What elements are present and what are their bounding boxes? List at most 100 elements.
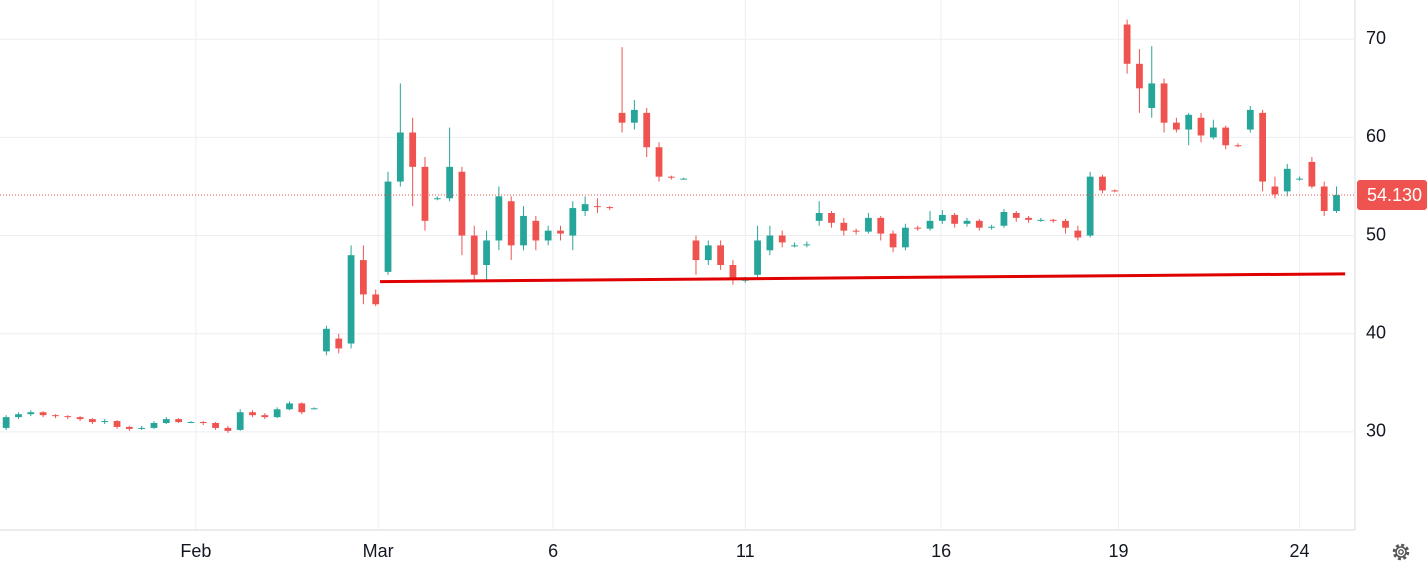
candle-body	[101, 421, 109, 423]
y-tick-label: 30	[1366, 421, 1386, 441]
x-tick-label: 19	[1108, 541, 1128, 561]
candle-body	[1074, 230, 1082, 238]
candle-body	[692, 240, 700, 261]
candle-body	[421, 166, 429, 221]
candle-body	[458, 171, 466, 236]
candle-body	[766, 235, 774, 251]
candle-body	[446, 166, 454, 199]
candle-body	[655, 147, 663, 177]
candle-body	[507, 201, 515, 246]
candle-body	[1111, 190, 1119, 192]
last-price-label: 54.130	[1367, 185, 1422, 205]
candle-body	[865, 217, 872, 232]
candle-body	[1296, 178, 1303, 180]
candle-body	[1234, 145, 1242, 147]
candle-body	[359, 260, 367, 295]
candle-body	[520, 215, 527, 246]
candle-body	[236, 412, 244, 430]
candle-body	[1246, 109, 1254, 130]
candle-body	[286, 403, 293, 410]
candle-body	[963, 220, 971, 224]
candle-body	[840, 222, 848, 231]
candle-body	[1172, 122, 1180, 130]
candle-body	[187, 422, 195, 424]
x-tick-label: Feb	[180, 541, 211, 561]
candle-body	[988, 226, 996, 228]
candle-body	[1333, 195, 1340, 212]
candle-body	[162, 419, 170, 424]
candle-body	[1037, 219, 1045, 221]
candle-body	[88, 419, 96, 423]
candle-body	[1185, 114, 1193, 130]
x-tick-label: Mar	[363, 541, 394, 561]
y-tick-label: 40	[1366, 322, 1386, 342]
candle-body	[532, 220, 540, 241]
y-tick-label: 60	[1366, 126, 1386, 146]
candle-body	[433, 198, 441, 200]
settings-icon[interactable]	[1392, 543, 1410, 561]
candle-body	[667, 176, 675, 178]
candle-body	[175, 419, 183, 423]
candle-body	[1000, 212, 1008, 226]
candle-body	[1283, 168, 1291, 192]
candle-body	[1049, 219, 1057, 221]
candle-body	[975, 220, 983, 228]
candle-body	[778, 235, 786, 243]
candle-body	[483, 240, 490, 265]
candle-body	[2, 417, 10, 428]
x-tick-label: 24	[1290, 541, 1310, 561]
candle-body	[569, 208, 577, 236]
candle-body	[347, 255, 355, 344]
candle-body	[310, 408, 318, 410]
candle-body	[544, 230, 552, 241]
trendline	[380, 272, 1346, 284]
candle-body	[470, 235, 478, 275]
candle-body	[914, 227, 922, 229]
candle-body	[815, 212, 823, 221]
candle-body	[52, 415, 59, 417]
candle-body	[643, 112, 651, 148]
candle-body	[384, 181, 392, 272]
candle-body	[1209, 127, 1217, 138]
candle-body	[335, 338, 343, 349]
candle-body	[741, 279, 749, 281]
candle-body	[581, 204, 589, 212]
candle-body	[557, 230, 564, 234]
candle-body	[1012, 212, 1020, 218]
x-tick-label: 11	[736, 541, 755, 561]
candle-body	[1148, 83, 1156, 108]
candle-body	[212, 423, 219, 428]
candle-body	[1222, 127, 1230, 146]
candle-body	[1136, 63, 1143, 89]
candle-body	[1123, 24, 1131, 64]
candle-body	[791, 245, 798, 247]
candle-body	[1025, 217, 1032, 220]
x-tick-label: 6	[548, 541, 558, 561]
candle-body	[877, 217, 885, 234]
candle-body	[150, 423, 158, 428]
candle-body	[630, 109, 638, 123]
candle-body	[717, 245, 725, 265]
candle-body	[138, 427, 146, 429]
candle-body	[27, 412, 35, 415]
candle-body	[704, 245, 712, 261]
candle-body	[1160, 83, 1168, 123]
last-price-box	[1357, 180, 1427, 211]
y-tick-label: 70	[1366, 28, 1386, 48]
candle-body	[273, 409, 281, 418]
candle-body	[594, 206, 601, 208]
candle-body	[249, 412, 256, 416]
candle-body	[298, 403, 306, 413]
candle-body	[1099, 176, 1106, 191]
candle-body	[396, 132, 404, 182]
candle-body	[323, 328, 330, 352]
candle-body	[852, 230, 860, 232]
candle-body	[1197, 117, 1205, 136]
candle-body	[951, 214, 959, 224]
candle-body	[1308, 161, 1316, 187]
candle-body	[495, 196, 503, 241]
y-tick-label: 50	[1366, 224, 1386, 244]
candle-body	[224, 427, 232, 431]
